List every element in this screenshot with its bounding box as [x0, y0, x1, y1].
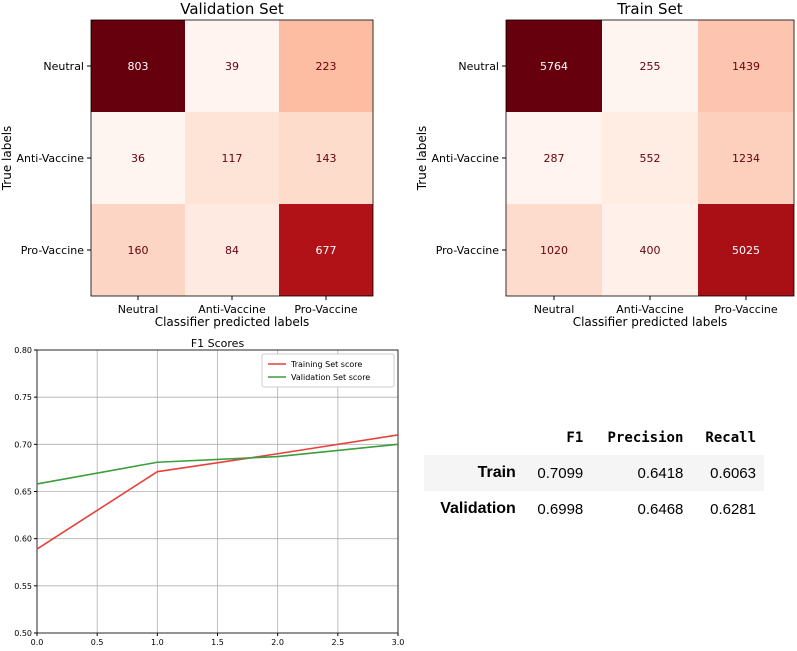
matrix-cell — [279, 112, 373, 204]
legend-box — [261, 353, 395, 388]
matrix-cell-value: 287 — [544, 152, 565, 165]
metrics-cell: 0.6998 — [537, 500, 584, 518]
x-axis-label: Classifier predicted labels — [573, 315, 728, 329]
matrix-cell — [506, 112, 602, 204]
chart-title: F1 Scores — [191, 337, 245, 350]
y-tick-label: Anti-Vaccine — [432, 152, 500, 165]
matrix-cell — [698, 204, 794, 296]
metrics-header-row: F1 Precision Recall — [424, 426, 764, 455]
matrix-title: Validation Set — [180, 0, 284, 18]
y-tick-label: 0.65 — [14, 488, 32, 497]
matrix-cell-value: 400 — [640, 244, 661, 257]
y-tick-label: 0.80 — [14, 346, 32, 355]
x-axis-label: Classifier predicted labels — [155, 315, 310, 329]
x-tick-label: 2.0 — [271, 638, 284, 647]
metrics-cell: 0.6468 — [637, 500, 684, 518]
metrics-row-train: Train 0.7099 0.6418 0.6063 — [424, 455, 764, 491]
x-tick-label: Neutral — [534, 303, 575, 316]
matrix-cell-value: 39 — [225, 60, 239, 73]
x-tick-label: Anti-Vaccine — [616, 303, 684, 316]
f1-scores-line-chart: F1 Scores 0.0 0.5 1.0 1.5 2.0 2.5 3.0 0.50 0.55 0.… — [14, 337, 405, 647]
matrix-cell-value: 5025 — [732, 244, 760, 257]
matrix-cell — [602, 20, 698, 112]
metrics-header-cell: Precision — [607, 430, 684, 446]
y-tick-label: 0.75 — [14, 393, 32, 402]
y-tick-label: 0.50 — [14, 629, 32, 638]
matrix-cell-value: 143 — [316, 152, 337, 165]
x-tick-label: 1.0 — [151, 638, 164, 647]
metrics-header-cell: F1 — [566, 430, 584, 446]
x-tick-label: Pro-Vaccine — [714, 303, 778, 316]
matrix-cell-value: 255 — [640, 60, 661, 73]
y-axis-label: True labels — [0, 126, 14, 192]
matrix-cell-value: 84 — [225, 244, 239, 257]
plot-frame — [36, 349, 399, 634]
legend-label: Training Set score — [290, 360, 362, 369]
metrics-cell: 0.6281 — [710, 500, 756, 518]
y-tick-label: Anti-Vaccine — [17, 152, 85, 165]
matrix-cell — [602, 204, 698, 296]
validation-confusion-matrix: Validation Set 803 39 223 36 117 143 160 84 677 Ne… — [0, 0, 374, 329]
matrix-cell — [185, 20, 279, 112]
y-tick-label: 0.70 — [14, 440, 32, 449]
x-tick-label: 0.5 — [91, 638, 104, 647]
y-tick-label: Pro-Vaccine — [21, 244, 85, 257]
x-tick-label: 3.0 — [392, 638, 405, 647]
y-axis-label: True labels — [415, 126, 429, 192]
matrix-cell-value: 36 — [131, 152, 145, 165]
x-tick-label: Pro-Vaccine — [294, 303, 358, 316]
matrix-cell-value: 1439 — [732, 60, 760, 73]
matrix-cell — [91, 20, 185, 112]
matrix-cell — [91, 204, 185, 296]
metrics-row-validation: Validation 0.6998 0.6468 0.6281 — [424, 491, 764, 527]
x-tick-label: Anti-Vaccine — [198, 303, 266, 316]
matrix-cell-value: 552 — [640, 152, 661, 165]
matrix-cell-value: 5764 — [540, 60, 568, 73]
legend-label: Validation Set score — [291, 373, 370, 382]
metrics-table: F1 Precision Recall Train 0.7099 0.6418 … — [424, 426, 764, 527]
metrics-row-label: Train — [424, 455, 524, 491]
y-tick-label: 0.60 — [14, 535, 32, 544]
line-series — [36, 434, 399, 550]
x-tick-label: 2.5 — [331, 638, 344, 647]
y-tick-label: 0.55 — [14, 582, 32, 591]
matrix-cell — [602, 112, 698, 204]
metrics-header-cell — [424, 426, 524, 455]
x-tick-label: Neutral — [118, 303, 159, 316]
matrix-cell-value: 677 — [316, 244, 337, 257]
metrics-cell: 0.7099 — [523, 455, 592, 491]
matrix-cell — [279, 204, 373, 296]
y-tick-label: Pro-Vaccine — [436, 244, 500, 257]
x-tick-label: 1.5 — [211, 638, 224, 647]
y-tick-label: Neutral — [43, 60, 84, 73]
train-confusion-matrix: Train Set 5764 255 1439 287 552 1234 1020 400 502… — [415, 0, 795, 329]
matrix-cell — [506, 204, 602, 296]
matrix-cell-value: 117 — [222, 152, 243, 165]
metrics-header-cell: Recall — [705, 430, 756, 446]
matrix-cell-value: 223 — [316, 60, 337, 73]
matrix-cell-value: 803 — [128, 60, 149, 73]
matrix-cell-value: 160 — [128, 244, 149, 257]
x-tick-label: 0.0 — [31, 638, 44, 647]
matrix-cell — [185, 204, 279, 296]
metrics-cell: 0.6063 — [691, 455, 764, 491]
matrix-cell — [698, 112, 794, 204]
matrix-cell — [506, 20, 602, 112]
matrix-cell — [279, 20, 373, 112]
matrix-title: Train Set — [616, 0, 683, 18]
y-tick-label: Neutral — [458, 60, 499, 73]
metrics-cell: 0.6418 — [591, 455, 692, 491]
matrix-cell-value: 1020 — [540, 244, 568, 257]
matrix-cell-value: 1234 — [732, 152, 760, 165]
metrics-row-label: Validation — [440, 500, 516, 517]
matrix-cell — [698, 20, 794, 112]
line-series — [36, 443, 399, 485]
matrix-cell — [185, 112, 279, 204]
matrix-cell — [91, 112, 185, 204]
